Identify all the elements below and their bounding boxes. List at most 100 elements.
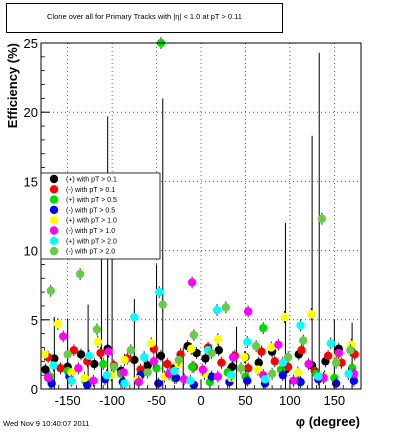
data-point [143, 368, 152, 377]
data-point [213, 372, 223, 381]
data-point [243, 307, 253, 316]
legend-marker [49, 226, 59, 235]
legend: (+) with pT > 0.1 (-) with pT > 0.1 (+) wi… [40, 172, 161, 260]
data-point [212, 305, 222, 315]
y-tick-label: 20 [24, 105, 38, 120]
axes-layer: -150 -100 -50 0 50 100 150 0 5 10 15 20 25 [24, 36, 362, 408]
data-point [317, 214, 327, 223]
data-point [334, 348, 343, 358]
data-point [187, 344, 196, 354]
data-point [207, 372, 216, 381]
legend-marker [49, 195, 59, 204]
data-point [326, 339, 335, 348]
data-point [228, 352, 238, 362]
data-point [174, 355, 183, 365]
data-point [74, 364, 83, 373]
data-point [307, 310, 316, 319]
data-point [154, 379, 163, 388]
y-tick-label: 10 [24, 244, 38, 259]
data-point [67, 368, 76, 377]
legend-label: (+) with pT > 1.0 [66, 218, 117, 225]
data-point [240, 352, 249, 362]
data-point [56, 364, 65, 373]
data-point [293, 368, 303, 377]
legend-label: (+) with pT > 0.5 [66, 197, 117, 204]
data-point [46, 286, 55, 295]
data-point [187, 278, 197, 287]
legend-marker [49, 185, 59, 194]
data-point [267, 343, 276, 352]
legend-marker [49, 236, 59, 245]
legend-box [40, 172, 161, 260]
data-point [90, 359, 99, 369]
x-tick-label: -50 [147, 393, 166, 408]
data-point [221, 303, 231, 312]
data-point [186, 376, 195, 385]
legend-label: (-) with pT > 1.0 [66, 228, 115, 235]
data-point [280, 312, 289, 322]
data-point [139, 352, 149, 362]
data-point [143, 361, 152, 370]
data-point [323, 351, 333, 360]
data-point [283, 352, 293, 362]
timestamp: Wed Nov 9 10:40:07 2011 [3, 419, 90, 428]
data-point [102, 370, 111, 380]
data-point [243, 376, 252, 385]
data-point [80, 373, 89, 383]
data-point [304, 359, 313, 369]
data-point [243, 364, 253, 373]
data-point [93, 337, 103, 347]
data-point [59, 332, 68, 341]
data-point [163, 359, 172, 369]
data-point [170, 366, 179, 376]
data-point [53, 319, 63, 329]
legend-label: (+) with pT > 2.0 [66, 238, 117, 245]
legend-marker [49, 246, 59, 256]
data-point [155, 287, 164, 297]
data-point [69, 346, 79, 355]
y-tick-label: 25 [24, 36, 38, 51]
data-point [120, 355, 129, 365]
data-point [120, 379, 129, 388]
data-point [346, 346, 355, 355]
data-point [119, 368, 128, 377]
data-point [296, 321, 305, 330]
data-point [260, 375, 270, 384]
legend-marker [49, 174, 59, 184]
data-point [267, 369, 277, 378]
data-point [198, 365, 207, 374]
data-point [254, 358, 263, 367]
data-point [297, 346, 306, 355]
data-point [104, 347, 113, 356]
y-tick-label: 5 [31, 313, 38, 328]
legend-marker [49, 205, 59, 215]
data-point [149, 357, 159, 366]
x-tick-label: 150 [323, 393, 345, 408]
data-point [152, 364, 161, 373]
data-point [187, 362, 197, 372]
data-point [274, 340, 283, 349]
data-point [189, 330, 199, 340]
data-point [251, 341, 261, 351]
data-point [331, 379, 341, 388]
data-point [349, 376, 359, 385]
chart-title: Clone over all for Primary Tracks with |… [47, 12, 242, 21]
data-point [84, 351, 94, 360]
data-point [156, 351, 166, 360]
data-point [109, 362, 119, 372]
data-point [130, 312, 139, 322]
data-point [130, 355, 139, 365]
data-point [41, 365, 50, 374]
data-point [344, 369, 353, 378]
x-tick-label: 0 [197, 393, 204, 408]
data-point [89, 376, 98, 385]
title-box: Clone over all for Primary Tracks with |… [6, 3, 283, 33]
data-point [299, 336, 308, 345]
data-point [158, 300, 167, 309]
y-axis-label: Efficiency (%) [5, 43, 20, 128]
data-point [314, 372, 323, 381]
data-point [40, 350, 49, 359]
data-point [92, 325, 102, 334]
data-point [257, 347, 266, 356]
data-point [63, 350, 72, 359]
